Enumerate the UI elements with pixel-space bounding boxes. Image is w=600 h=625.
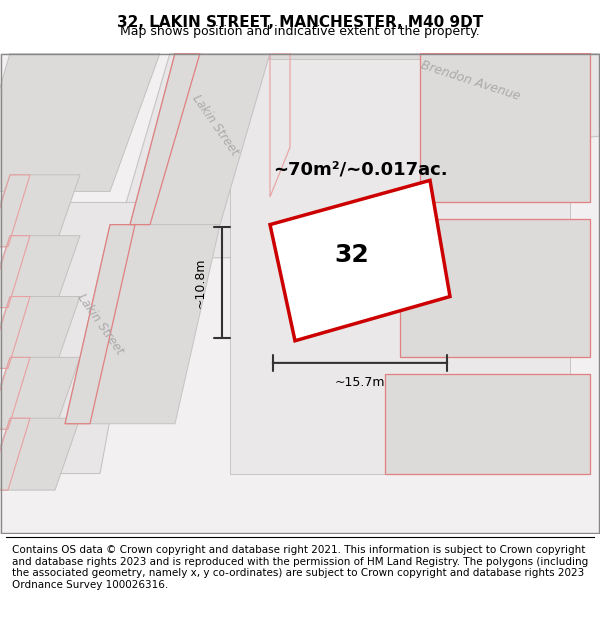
Text: 32, LAKIN STREET, MANCHESTER, M40 9DT: 32, LAKIN STREET, MANCHESTER, M40 9DT — [117, 15, 483, 30]
Polygon shape — [270, 53, 580, 197]
Polygon shape — [0, 236, 80, 308]
Text: Brendon Avenue: Brendon Avenue — [419, 59, 521, 103]
Polygon shape — [130, 53, 270, 224]
Text: ~15.7m: ~15.7m — [335, 376, 385, 389]
Text: Contains OS data © Crown copyright and database right 2021. This information is : Contains OS data © Crown copyright and d… — [12, 545, 588, 590]
Text: ~10.8m: ~10.8m — [194, 258, 207, 308]
Text: 32: 32 — [334, 243, 368, 267]
Polygon shape — [65, 224, 220, 424]
Polygon shape — [0, 53, 160, 191]
Polygon shape — [10, 202, 150, 474]
Polygon shape — [420, 53, 590, 202]
Polygon shape — [230, 59, 570, 474]
Polygon shape — [385, 374, 590, 474]
Polygon shape — [0, 296, 80, 368]
Polygon shape — [400, 219, 590, 358]
Polygon shape — [0, 418, 80, 490]
Polygon shape — [0, 357, 80, 429]
Text: Map shows position and indicative extent of the property.: Map shows position and indicative extent… — [120, 25, 480, 38]
Polygon shape — [0, 175, 80, 247]
Polygon shape — [110, 53, 290, 258]
Text: Lakin Street: Lakin Street — [189, 92, 241, 158]
Text: ~70m²/~0.017ac.: ~70m²/~0.017ac. — [272, 160, 448, 178]
Polygon shape — [270, 53, 600, 169]
Polygon shape — [270, 181, 450, 341]
Text: Lakin Street: Lakin Street — [74, 291, 126, 357]
